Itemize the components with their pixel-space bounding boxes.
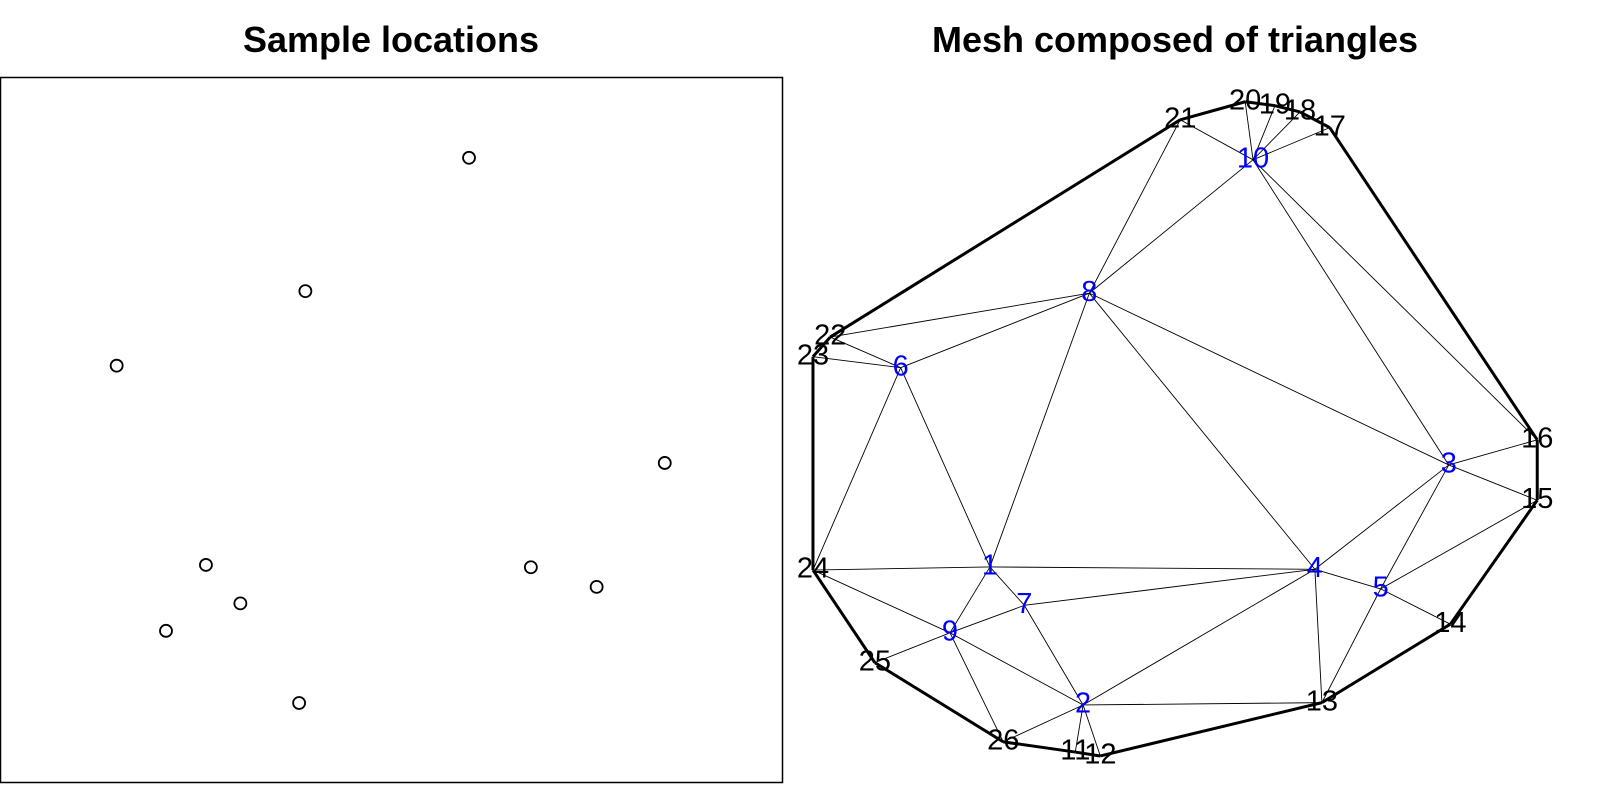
boundary-edge	[1179, 100, 1246, 122]
mesh-edge	[1448, 464, 1538, 501]
mesh-edge	[812, 569, 951, 634]
mesh-edge	[1380, 588, 1451, 625]
boundary-edge	[1003, 740, 1076, 754]
node-label: 10	[1237, 142, 1269, 174]
node-label: 9	[942, 615, 958, 647]
node-label: 17	[1314, 110, 1346, 142]
mesh-edge	[1252, 159, 1450, 466]
node-label: 6	[893, 350, 909, 382]
mesh-edge	[1252, 105, 1276, 160]
mesh-edge	[1448, 439, 1538, 466]
point	[109, 358, 124, 373]
mesh-edge	[1244, 101, 1254, 160]
mesh-edge	[1252, 159, 1538, 441]
mesh-edge	[949, 566, 991, 634]
mesh-edge	[1380, 464, 1450, 590]
node-label: 12	[1084, 739, 1116, 771]
mesh-edge	[1314, 568, 1381, 590]
mesh-edge	[989, 566, 1025, 606]
boundary-edge	[1075, 750, 1101, 758]
node-label: 4	[1307, 552, 1323, 584]
mesh-edge	[900, 292, 1090, 369]
mesh-edge	[874, 632, 951, 664]
mesh-edge	[1252, 127, 1330, 161]
mesh-edge	[1252, 111, 1301, 161]
boundary-edge	[1274, 104, 1301, 114]
mesh-edge	[1314, 569, 1323, 703]
chart-title: Mesh composed of triangles	[932, 19, 1418, 60]
node-label: 11	[1060, 735, 1090, 767]
node-label: 24	[797, 553, 829, 585]
mesh-edge	[812, 367, 902, 571]
mesh-edge	[1082, 568, 1316, 706]
mesh-edge	[1082, 704, 1101, 757]
point	[159, 623, 173, 638]
boundary-edge	[1244, 100, 1276, 108]
node-label: 1	[982, 550, 998, 582]
mesh-edge	[989, 292, 1090, 568]
node-label: 5	[1373, 572, 1389, 604]
node-label: 26	[987, 725, 1019, 757]
point	[657, 456, 672, 470]
node-label: 21	[1164, 102, 1196, 134]
node-label: 7	[1016, 588, 1032, 620]
point	[233, 596, 248, 611]
point	[523, 560, 538, 575]
boundary-edge	[811, 336, 832, 358]
node-label: 2	[1075, 688, 1091, 720]
mesh-edge	[949, 632, 1004, 743]
mesh-edge	[989, 566, 1315, 570]
mesh-edge	[812, 566, 990, 571]
node-label: 8	[1081, 276, 1097, 308]
mesh-edge	[830, 336, 901, 369]
node-label: 23	[797, 339, 829, 371]
mesh-edge	[830, 292, 1090, 338]
point	[199, 558, 213, 572]
mesh-edge	[900, 367, 991, 568]
point	[292, 696, 307, 710]
mesh-edge	[1083, 702, 1322, 706]
plot-box	[0, 76, 784, 784]
mesh-edge	[1089, 292, 1449, 466]
node-label: 3	[1441, 448, 1457, 480]
mesh-edge	[949, 604, 1025, 634]
point	[589, 579, 604, 594]
mesh-edge	[1321, 588, 1382, 703]
node-label: 25	[859, 645, 891, 677]
mesh-edge	[812, 356, 901, 369]
point	[298, 284, 313, 299]
mesh-edge	[1074, 704, 1084, 753]
mesh-edge	[1179, 119, 1254, 161]
node-label: 15	[1521, 483, 1553, 515]
node-label: 19	[1259, 88, 1291, 120]
mesh-edge	[1089, 159, 1254, 294]
node-label: 14	[1434, 607, 1466, 639]
boundary-edge	[1299, 110, 1331, 129]
boundary-edge	[1449, 499, 1539, 626]
boundary-edge	[1321, 622, 1452, 704]
node-label: 18	[1284, 95, 1316, 127]
boundary-edge	[811, 569, 877, 664]
node-label: 13	[1306, 685, 1338, 717]
boundary-edge	[1328, 126, 1539, 441]
boundary-edge	[1099, 701, 1323, 758]
mesh-edge	[1089, 292, 1316, 570]
node-label: 22	[814, 320, 846, 352]
chart-title: Sample locations	[243, 19, 539, 60]
mesh-edge	[1380, 499, 1538, 590]
mesh-edge	[1314, 464, 1450, 570]
boundary-edge	[829, 118, 1181, 339]
mesh-edge	[1088, 119, 1181, 294]
mesh-edge	[1023, 605, 1084, 706]
mesh-edge	[1024, 568, 1315, 606]
mesh-edge	[949, 632, 1084, 706]
boundary-edge	[874, 661, 1005, 744]
node-label: 20	[1229, 84, 1261, 116]
point	[462, 150, 476, 165]
node-label: 16	[1521, 423, 1553, 455]
mesh-edge	[1003, 704, 1084, 743]
